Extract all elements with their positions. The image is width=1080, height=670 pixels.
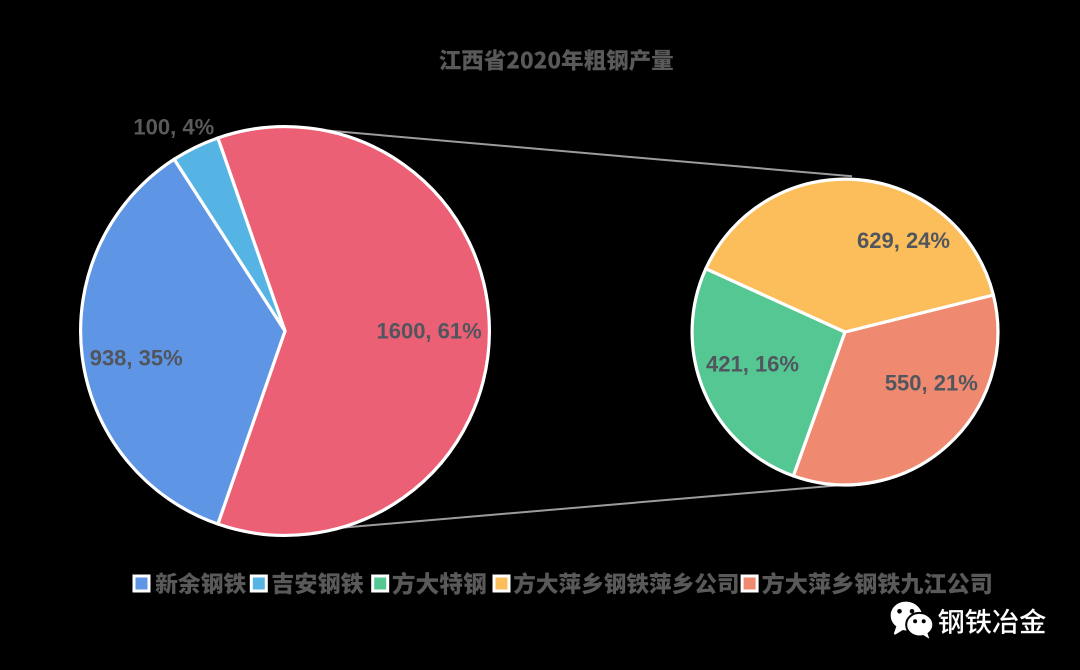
svg-text:938, 35%: 938, 35% — [90, 346, 183, 371]
svg-text:629, 24%: 629, 24% — [857, 228, 950, 253]
svg-text:421, 16%: 421, 16% — [706, 352, 799, 377]
svg-text:1600, 61%: 1600, 61% — [376, 319, 481, 344]
svg-text:550, 21%: 550, 21% — [885, 371, 978, 396]
svg-text:100, 4%: 100, 4% — [133, 114, 214, 139]
